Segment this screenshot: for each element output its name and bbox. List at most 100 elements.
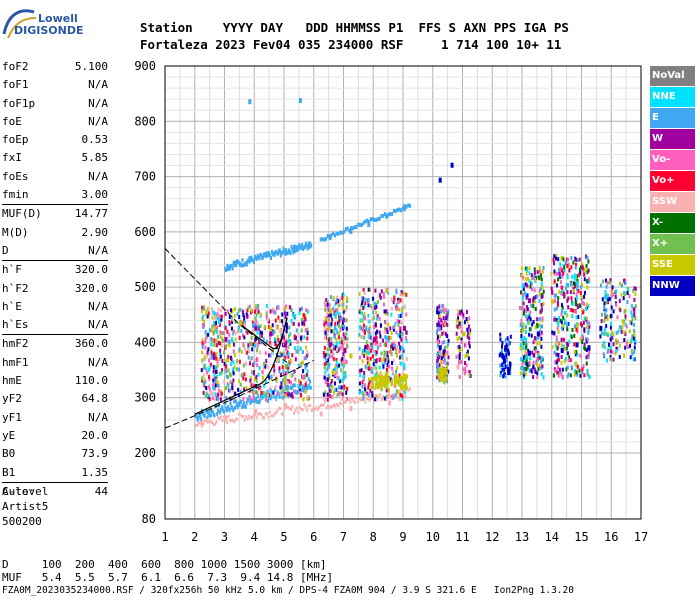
echo-mark	[615, 349, 618, 354]
echo-mark	[211, 421, 214, 425]
param-name: h`F2	[2, 281, 29, 295]
echo-mark	[462, 315, 465, 320]
echo-mark	[609, 278, 612, 283]
echo-mark	[579, 353, 582, 358]
echo-mark	[205, 385, 208, 390]
echo-mark	[213, 373, 216, 378]
echo-mark	[342, 332, 345, 337]
echo-mark	[323, 335, 326, 340]
echo-mark	[556, 370, 559, 375]
echo-mark	[195, 413, 198, 418]
echo-mark	[385, 327, 388, 332]
echo-mark	[206, 370, 209, 375]
echo-mark	[342, 375, 345, 380]
echo-mark	[563, 293, 566, 298]
echo-mark	[229, 372, 232, 377]
param-row: fmin 3.00	[2, 186, 108, 204]
echo-mark	[522, 311, 525, 316]
echo-mark	[387, 395, 390, 400]
echo-mark	[586, 305, 589, 310]
echo-mark	[632, 357, 635, 362]
series-point-e	[248, 99, 252, 105]
echo-mark	[231, 266, 234, 271]
echo-mark	[564, 356, 567, 361]
echo-mark	[369, 395, 372, 400]
echo-mark	[271, 323, 274, 328]
series-point-e	[263, 252, 267, 258]
echo-mark	[399, 292, 402, 297]
x-tick-label: 3	[221, 530, 228, 544]
echo-mark	[522, 341, 525, 346]
param-value: 44	[94, 484, 108, 498]
echo-mark	[251, 320, 254, 325]
echo-mark	[206, 350, 209, 355]
echo-mark	[550, 286, 553, 291]
echo-mark	[458, 351, 461, 356]
echo-mark	[556, 320, 559, 325]
echo-mark	[623, 330, 626, 335]
echo-mark	[440, 370, 443, 375]
echo-mark	[360, 303, 363, 308]
echo-mark	[246, 314, 249, 319]
echo-mark	[566, 298, 569, 303]
series-point-nnw	[587, 345, 591, 351]
echo-mark	[440, 376, 443, 381]
echo-mark	[220, 391, 223, 396]
echo-mark	[335, 368, 338, 373]
echo-mark	[540, 281, 543, 286]
echo-mark	[369, 388, 372, 393]
echo-mark	[324, 330, 327, 335]
echo-mark	[383, 384, 386, 389]
echo-mark	[215, 420, 218, 424]
echo-mark	[243, 323, 246, 328]
echo-mark	[221, 344, 224, 349]
echo-mark	[229, 380, 232, 385]
echo-mark	[402, 385, 405, 390]
echo-mark	[537, 322, 540, 327]
echo-mark	[220, 308, 223, 313]
echo-mark	[270, 374, 273, 379]
param-name: hmF1	[2, 355, 29, 369]
echo-mark	[584, 337, 587, 342]
echo-mark	[538, 355, 541, 360]
echo-mark	[280, 333, 283, 338]
echo-mark	[575, 370, 578, 375]
echo-mark	[284, 371, 287, 376]
echo-mark	[378, 330, 381, 335]
legend-item-nne: NNE	[650, 87, 695, 107]
echo-mark	[502, 369, 505, 374]
echo-mark	[576, 372, 579, 377]
echo-mark	[521, 306, 524, 311]
echo-mark	[256, 399, 259, 404]
echo-mark	[562, 257, 565, 262]
echo-mark	[249, 378, 252, 383]
echo-mark	[252, 363, 255, 368]
echo-mark	[234, 405, 237, 410]
echo-mark	[459, 310, 462, 315]
echo-mark	[324, 316, 327, 321]
echo-mark	[234, 392, 237, 397]
echo-mark	[606, 314, 609, 319]
echo-mark	[285, 325, 288, 330]
echo-mark	[524, 282, 527, 287]
echo-mark	[376, 381, 379, 386]
echo-mark	[336, 330, 339, 335]
echo-mark	[587, 259, 590, 264]
echo-mark	[524, 277, 527, 282]
echo-mark	[204, 330, 207, 335]
echo-mark	[217, 408, 220, 413]
echo-mark	[337, 299, 340, 304]
echo-mark	[228, 332, 231, 337]
echo-mark	[539, 359, 542, 364]
echo-mark	[326, 310, 329, 315]
echo-mark	[259, 398, 262, 403]
legend-item-noval: NoVal	[650, 66, 695, 86]
echo-mark	[342, 364, 345, 369]
echo-mark	[583, 267, 586, 272]
echo-mark	[324, 335, 327, 340]
echo-mark	[306, 349, 309, 354]
echo-mark	[631, 351, 634, 356]
echo-mark	[201, 378, 204, 383]
echo-mark	[528, 279, 531, 284]
y-tick-label: 400	[134, 335, 156, 349]
